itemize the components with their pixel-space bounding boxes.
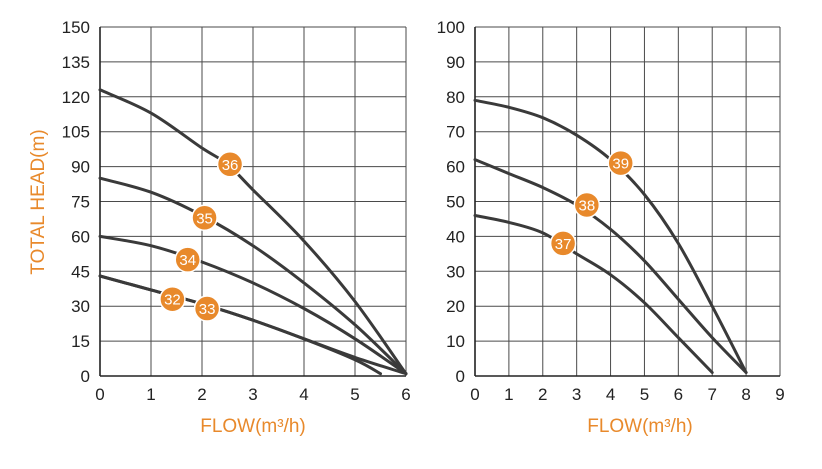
curve-36 xyxy=(98,88,408,376)
y-tick-label: 100 xyxy=(437,18,465,37)
y-tick-label: 45 xyxy=(71,262,90,281)
y-tick-label: 0 xyxy=(456,367,465,386)
badges-left: 36 35 34 32 33 xyxy=(159,151,244,322)
curve-badge-35 xyxy=(191,204,218,232)
x-tick-label: 9 xyxy=(775,385,784,404)
curve-34 xyxy=(98,234,408,376)
y-tick-label: 80 xyxy=(446,88,465,107)
curve-33 xyxy=(98,274,382,376)
x-tick-label: 0 xyxy=(95,385,104,404)
x-tick-label: 2 xyxy=(197,385,206,404)
y-tick-label: 75 xyxy=(71,193,90,212)
x-tick-label: 7 xyxy=(707,385,716,404)
grid-left xyxy=(99,26,407,377)
curve-35 xyxy=(98,176,408,376)
y-tick-label: 135 xyxy=(62,53,90,72)
y-tick-label: 40 xyxy=(446,227,465,246)
x-tick-label: 1 xyxy=(146,385,155,404)
x-tick-label: 8 xyxy=(741,385,750,404)
y-axis-title-left: TOTAL HEAD(m) xyxy=(28,129,49,274)
curve-badge-label-34: 34 xyxy=(179,252,196,269)
badges-right: 39 38 37 xyxy=(549,149,634,257)
curve-badge-34 xyxy=(174,246,201,273)
curve-badge-39 xyxy=(607,149,634,177)
curve-badge-label-38: 38 xyxy=(578,197,595,214)
y-tick-label: 120 xyxy=(62,88,90,107)
x-axis-title-right: FLOW(m³/h) xyxy=(587,416,693,437)
x-tick-label: 5 xyxy=(350,385,359,404)
x-tick-label: 3 xyxy=(248,385,257,404)
curve-badge-label-36: 36 xyxy=(222,157,239,174)
curve-badge-label-35: 35 xyxy=(196,210,213,227)
curve-38 xyxy=(473,158,748,374)
y-tick-label: 30 xyxy=(446,262,465,281)
curve-badge-32 xyxy=(159,285,186,313)
grid-right xyxy=(474,26,781,377)
x-axis-title-left: FLOW(m³/h) xyxy=(200,416,306,437)
curve-badge-label-37: 37 xyxy=(555,236,572,253)
y-tick-label: 30 xyxy=(71,297,90,316)
y-tick-label: 105 xyxy=(62,123,90,142)
x-tick-label: 2 xyxy=(538,385,547,404)
y-tick-label: 20 xyxy=(446,297,465,316)
x-tick-label: 1 xyxy=(504,385,513,404)
y-tick-label: 60 xyxy=(71,227,90,246)
curve-badge-38 xyxy=(573,191,601,219)
x-tick-label: 6 xyxy=(401,385,410,404)
y-tick-label: 60 xyxy=(446,158,465,177)
curve-badge-37 xyxy=(549,230,577,257)
x-tick-label: 0 xyxy=(470,385,479,404)
curve-37 xyxy=(473,214,714,374)
curve-badge-label-32: 32 xyxy=(164,292,181,309)
x-tick-label: 6 xyxy=(674,385,683,404)
y-tick-label: 90 xyxy=(71,158,90,177)
y-tick-label: 15 xyxy=(71,332,90,351)
curve-badge-36 xyxy=(216,151,244,178)
y-tick-label: 90 xyxy=(446,53,465,72)
y-tick-label: 70 xyxy=(446,123,465,142)
x-tick-label: 4 xyxy=(606,385,615,404)
curve-badge-33 xyxy=(193,295,221,322)
y-tick-label: 10 xyxy=(446,332,465,351)
x-tick-label: 3 xyxy=(572,385,581,404)
x-tick-label: 5 xyxy=(640,385,649,404)
y-tick-label: 50 xyxy=(446,193,465,212)
x-tick-label: 4 xyxy=(299,385,308,404)
curve-badge-label-33: 33 xyxy=(199,301,216,318)
y-tick-label: 150 xyxy=(62,18,90,37)
curves-left xyxy=(98,88,408,376)
curve-badge-label-39: 39 xyxy=(612,156,629,173)
y-tick-label: 0 xyxy=(81,367,90,386)
